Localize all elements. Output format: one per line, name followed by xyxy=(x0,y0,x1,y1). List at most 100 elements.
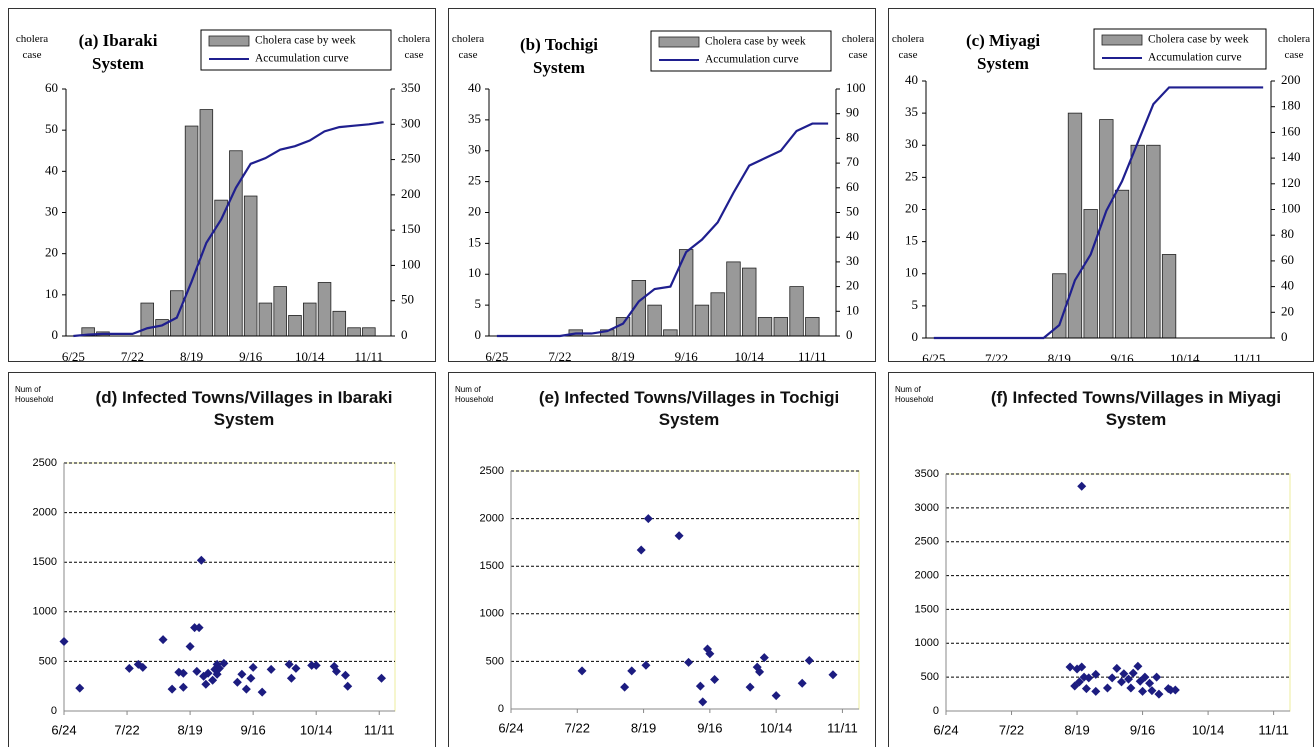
bar xyxy=(1083,209,1098,339)
bar xyxy=(1099,119,1114,339)
point xyxy=(246,673,256,683)
point xyxy=(241,684,251,694)
point xyxy=(158,635,168,645)
point xyxy=(674,531,684,541)
point xyxy=(214,663,224,673)
x-tick-label: 6/24 xyxy=(498,720,523,735)
x-tick-label: 9/16 xyxy=(240,722,265,737)
point xyxy=(695,681,705,691)
point xyxy=(1117,677,1127,687)
x-tick-label: 11/11 xyxy=(1258,722,1289,737)
bar xyxy=(1130,144,1145,339)
legend-label: Accumulation curve xyxy=(255,53,349,65)
y2-tick-label: 50 xyxy=(846,203,859,218)
x-tick-label: 7/22 xyxy=(114,722,139,737)
y2-tick-label: 100 xyxy=(401,256,421,271)
bar xyxy=(773,317,788,337)
chart: 0 10 20 30 40 50 60 0 50 100 150 200 250 300 350 6/25 7/… xyxy=(45,29,421,362)
point xyxy=(311,660,321,670)
x-tick-label: 11/11 xyxy=(364,722,395,737)
point xyxy=(196,555,206,565)
chart: 0 5 10 15 20 25 30 35 40 0 10 20 30 40 50 60 70 80 90 100 6/… xyxy=(468,30,866,362)
x-tick-label: 7/22 xyxy=(548,349,571,362)
y-tick-label: 0 xyxy=(933,705,939,717)
point xyxy=(705,649,715,659)
y2-tick-label: 60 xyxy=(846,179,859,194)
point xyxy=(1145,678,1155,688)
chart-panel: 0 500 1000 1500 2000 2500 6/24 7/22 8/19 9/16 10/1… xyxy=(448,372,876,747)
legend-swatch xyxy=(1101,34,1143,46)
y2-tick-label: 160 xyxy=(1281,123,1301,138)
y-axis-label: Num of Household xyxy=(455,385,494,404)
x-tick-label: 11/11 xyxy=(798,349,827,362)
bar xyxy=(1067,112,1083,339)
y-tick-label: 1500 xyxy=(480,560,504,572)
point xyxy=(219,658,229,668)
point xyxy=(376,673,386,683)
x-tick-label: 6/24 xyxy=(51,722,76,737)
y2-tick-label: 0 xyxy=(401,327,408,342)
point xyxy=(627,666,637,676)
y-tick-label: 5 xyxy=(912,297,919,312)
y-tick-label: 3000 xyxy=(915,502,939,514)
point xyxy=(1166,685,1176,695)
y-tick-label: 3500 xyxy=(915,468,939,480)
bar xyxy=(347,327,361,337)
point xyxy=(1119,669,1129,679)
point xyxy=(1140,672,1150,682)
y-tick-label: 40 xyxy=(905,72,918,87)
x-tick-label: 10/14 xyxy=(1170,351,1200,362)
y-tick-label: 35 xyxy=(468,111,481,126)
y2-tick-label: 250 xyxy=(401,151,421,166)
x-tick-label: 10/14 xyxy=(295,349,325,362)
x-tick-label: 8/19 xyxy=(612,349,635,362)
point xyxy=(232,677,242,687)
y2-axis-label: cholera case xyxy=(397,33,431,61)
y2-tick-label: 80 xyxy=(1281,226,1294,241)
x-tick-label: 11/11 xyxy=(1233,351,1262,362)
chart: 0 500 1000 1500 2000 2500 3000 3500 6/24 7/22 8/19… xyxy=(915,468,1291,737)
y2-tick-label: 90 xyxy=(846,105,859,120)
y-tick-label: 25 xyxy=(468,173,481,188)
y2-axis-label: cholera case xyxy=(841,33,875,61)
bar xyxy=(288,315,302,337)
point xyxy=(1077,481,1087,491)
bar xyxy=(742,267,757,337)
legend-label: Cholera case by week xyxy=(255,35,356,47)
y-tick-label: 60 xyxy=(45,80,58,95)
x-tick-label: 9/16 xyxy=(675,349,699,362)
y2-tick-label: 10 xyxy=(846,302,859,317)
y-tick-label: 30 xyxy=(45,203,58,218)
y-axis-label: cholera case xyxy=(891,33,925,61)
chart-title: (c) Miyagi System xyxy=(965,31,1041,73)
legend-label: Accumulation curve xyxy=(705,54,799,66)
y2-tick-label: 300 xyxy=(401,115,421,130)
bar xyxy=(243,195,258,337)
accumulation-line xyxy=(73,121,384,338)
point xyxy=(1102,683,1112,693)
point xyxy=(745,682,755,692)
y2-tick-label: 140 xyxy=(1281,149,1301,164)
x-tick-label: 9/16 xyxy=(239,349,263,362)
y-tick-label: 15 xyxy=(905,233,918,248)
y-tick-label: 40 xyxy=(468,80,481,95)
y-tick-label: 2000 xyxy=(915,569,939,581)
point xyxy=(1091,669,1101,679)
chart-title: (d) Infected Towns/Villages in Ibaraki S… xyxy=(95,388,393,429)
x-tick-label: 10/14 xyxy=(1192,722,1225,737)
x-tick-label: 8/19 xyxy=(1064,722,1089,737)
bar xyxy=(1114,189,1130,339)
legend-label: Cholera case by week xyxy=(705,36,806,48)
legend-label: Cholera case by week xyxy=(1148,34,1249,46)
x-tick-label: 11/11 xyxy=(355,349,384,362)
point xyxy=(797,678,807,688)
point xyxy=(1081,684,1091,694)
y-tick-label: 1000 xyxy=(915,637,939,649)
y-tick-label: 40 xyxy=(45,162,58,177)
bar xyxy=(317,282,332,337)
y-tick-label: 500 xyxy=(486,655,504,667)
point xyxy=(178,682,188,692)
point xyxy=(208,675,218,685)
point xyxy=(343,681,353,691)
